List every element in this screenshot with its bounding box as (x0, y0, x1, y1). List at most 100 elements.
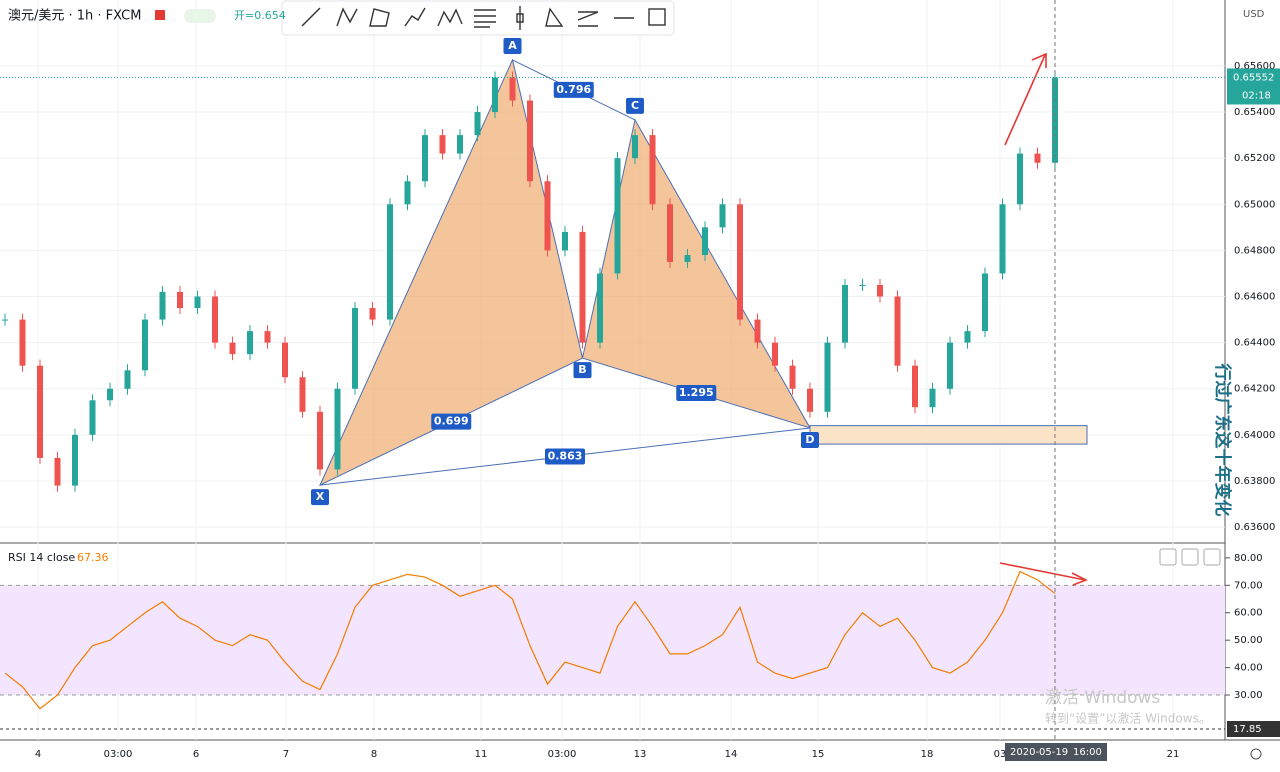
pattern-label: 1.295 (679, 386, 714, 399)
candle (194, 296, 201, 309)
pattern-label: C (631, 99, 639, 112)
rsi-tick-label: 30.00 (1234, 690, 1263, 701)
price-tick-label: 0.63800 (1234, 476, 1275, 487)
pattern-label-box (801, 431, 819, 448)
price-tick-label: 0.65200 (1234, 153, 1275, 164)
rectangle-tool[interactable] (648, 8, 666, 26)
candle (19, 319, 26, 366)
maximize-button[interactable] (1203, 548, 1221, 566)
price-tick-label: 0.65000 (1234, 199, 1275, 210)
time-tick-label: 03:00 (104, 749, 133, 760)
toolbar-icons (301, 6, 666, 30)
candle (894, 296, 901, 366)
open-price: 开=0.654 (234, 9, 286, 22)
last-price-tag (1227, 68, 1280, 105)
watermark-title: 激活 Windows (1045, 688, 1160, 708)
rsi-tick-label: 70.00 (1234, 580, 1263, 591)
price-tick-label: 0.64200 (1234, 384, 1275, 395)
candle (299, 377, 306, 412)
elliott-tool[interactable] (437, 8, 463, 27)
candle (229, 342, 236, 355)
candle (387, 204, 393, 320)
pattern-label: A (508, 39, 517, 52)
candle (614, 158, 621, 274)
time-tick-label: 15 (812, 749, 825, 760)
fib-tool[interactable] (474, 9, 496, 28)
candle (527, 100, 533, 182)
close-button[interactable] (1181, 548, 1199, 566)
price-tick-label: 0.65600 (1234, 61, 1275, 72)
pattern-label-box (553, 81, 594, 98)
price-tick-label: 0.64600 (1234, 292, 1275, 303)
pattern-label: 0.863 (548, 450, 583, 463)
candle (404, 181, 411, 205)
settings-button[interactable] (1250, 748, 1262, 760)
time-tick-label: 6 (193, 749, 199, 760)
candle (877, 284, 883, 297)
candle (54, 457, 61, 486)
pattern-tool[interactable] (336, 7, 358, 27)
candle (369, 308, 376, 320)
target-zone (809, 425, 1088, 445)
candle (439, 135, 446, 154)
time-tick-label: 7 (283, 749, 289, 760)
move-up-button[interactable] (1159, 548, 1177, 566)
time-tick-label: 8 (371, 749, 377, 760)
plot (2, 58, 1088, 710)
candle (334, 388, 341, 470)
flag-icon[interactable] (155, 10, 165, 20)
rsi-label: RSI 14 close (8, 551, 75, 564)
xabcd-tool[interactable] (369, 8, 390, 27)
candle (492, 77, 498, 113)
candle (789, 365, 796, 389)
rsi-marker-tag (1227, 721, 1280, 737)
candle (422, 135, 428, 182)
candle (702, 227, 708, 256)
candle (37, 365, 43, 458)
candle (719, 204, 726, 228)
status-badge (184, 9, 216, 23)
candle (964, 331, 971, 343)
currency: USD (1243, 9, 1265, 20)
rsi-tick-label: 60.00 (1234, 608, 1263, 619)
candle (124, 370, 131, 389)
time-tick-label: 03:00 (548, 749, 577, 760)
price-tick-label: 0.64800 (1234, 245, 1275, 256)
trend-line-tool[interactable] (301, 7, 321, 27)
rsi-tick-label: 40.00 (1234, 663, 1263, 674)
time-tick-label: 11 (475, 749, 488, 760)
pattern-label-box (676, 385, 717, 402)
candle (649, 135, 656, 205)
candle (177, 291, 183, 309)
time-tick-label: 18 (921, 749, 934, 760)
pattern-label-box (503, 37, 522, 54)
pattern-label-box (545, 448, 585, 465)
pattern-label: 0.699 (434, 415, 469, 428)
pattern-label-box (311, 489, 329, 506)
triangle-tool[interactable] (545, 7, 564, 27)
candle (72, 434, 78, 486)
channel-tool[interactable] (577, 11, 599, 27)
rsi-line (4, 570, 1056, 710)
annotations (999, 52, 1088, 586)
candle (474, 112, 481, 136)
candle (89, 400, 96, 435)
candle (667, 204, 673, 262)
candle (264, 331, 271, 343)
candle (457, 135, 463, 154)
price-tick-label: 0.64000 (1234, 430, 1275, 441)
candle (247, 331, 253, 355)
arrow (1004, 52, 1047, 146)
time-tick-label: 4 (35, 749, 41, 760)
bar-tool[interactable] (516, 6, 524, 30)
pattern-label-box (626, 97, 644, 114)
candle (212, 296, 218, 343)
pattern-label: X (316, 490, 325, 503)
path-tool[interactable] (404, 7, 426, 27)
rsi-tick-label: 80.00 (1234, 553, 1263, 564)
time-tick-label: 03 (994, 749, 1007, 760)
pattern-label-box (431, 413, 472, 430)
candle (352, 308, 358, 389)
rsi-tick-label: 50.00 (1234, 635, 1263, 646)
